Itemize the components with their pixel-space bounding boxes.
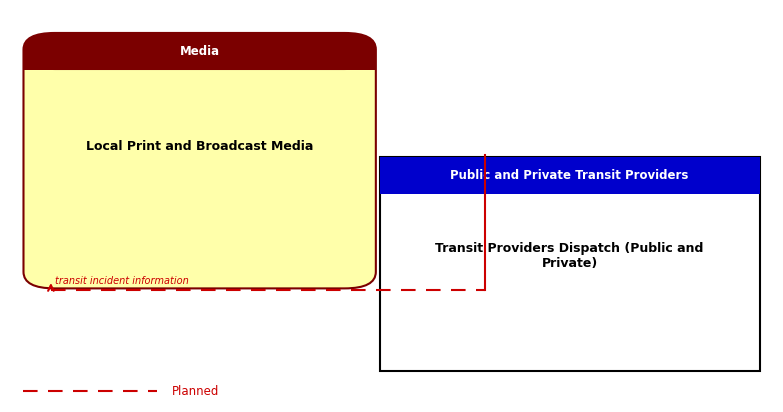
Text: transit incident information: transit incident information <box>55 276 189 286</box>
Bar <box>380 157 760 194</box>
Text: Media: Media <box>179 45 220 58</box>
Bar <box>23 50 376 70</box>
Text: Local Print and Broadcast Media: Local Print and Broadcast Media <box>86 140 313 153</box>
Text: Transit Providers Dispatch (Public and
Private): Transit Providers Dispatch (Public and P… <box>435 242 704 269</box>
FancyBboxPatch shape <box>23 33 376 70</box>
Text: Public and Private Transit Providers: Public and Private Transit Providers <box>450 169 689 182</box>
Text: Planned: Planned <box>172 385 220 398</box>
Bar <box>380 157 760 371</box>
FancyBboxPatch shape <box>23 33 376 288</box>
